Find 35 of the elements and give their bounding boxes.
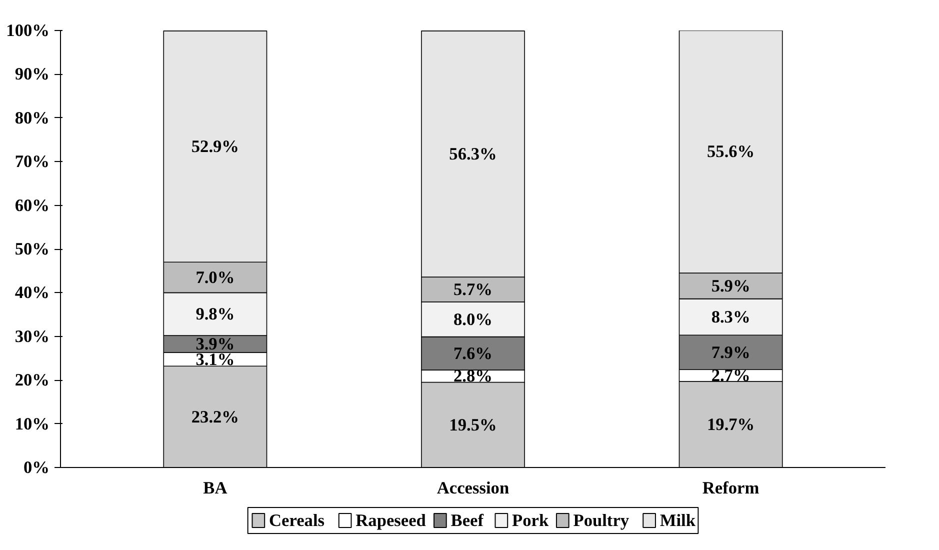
legend-label: Rapeseed	[356, 511, 426, 530]
data-label: 55.6%	[706, 142, 755, 162]
y-tick-label: 10%	[14, 414, 50, 434]
data-label: 9.8%	[196, 304, 235, 324]
data-label: 7.9%	[711, 342, 750, 362]
y-tick-label: 70%	[14, 152, 50, 172]
y-tick-label: 0%	[24, 458, 50, 477]
legend-label: Milk	[660, 511, 696, 530]
y-tick-label: 90%	[14, 64, 50, 84]
data-label: 8.3%	[711, 307, 750, 326]
y-tick-label: 80%	[14, 108, 50, 128]
data-label: 23.2%	[191, 407, 240, 426]
data-label: 8.0%	[454, 310, 493, 329]
x-tick-label: BA	[203, 478, 228, 498]
data-label: 2.8%	[454, 366, 493, 386]
x-tick-label: Reform	[702, 478, 760, 498]
data-label: 5.7%	[454, 280, 493, 299]
legend-label: Pork	[512, 511, 549, 530]
data-label: 19.5%	[449, 415, 497, 434]
legend-label: Beef	[450, 511, 484, 530]
data-label: 5.9%	[711, 276, 750, 296]
y-tick-label: 30%	[14, 326, 50, 346]
y-tick-label: 20%	[14, 370, 50, 390]
data-label: 56.3%	[449, 144, 497, 164]
y-tick-label: 50%	[14, 240, 50, 258]
x-tick-label: Accession	[436, 478, 510, 498]
data-label: 52.9%	[191, 137, 240, 156]
data-label: 7.0%	[196, 268, 235, 287]
y-tick-label: 40%	[14, 283, 50, 302]
data-label: 19.7%	[706, 414, 755, 434]
y-tick-label: 60%	[14, 196, 50, 215]
legend-label: Cereals	[269, 511, 325, 530]
legend-label: Poultry	[573, 511, 630, 530]
y-tick-label: 100%	[6, 21, 50, 40]
data-label: 7.6%	[454, 344, 493, 363]
